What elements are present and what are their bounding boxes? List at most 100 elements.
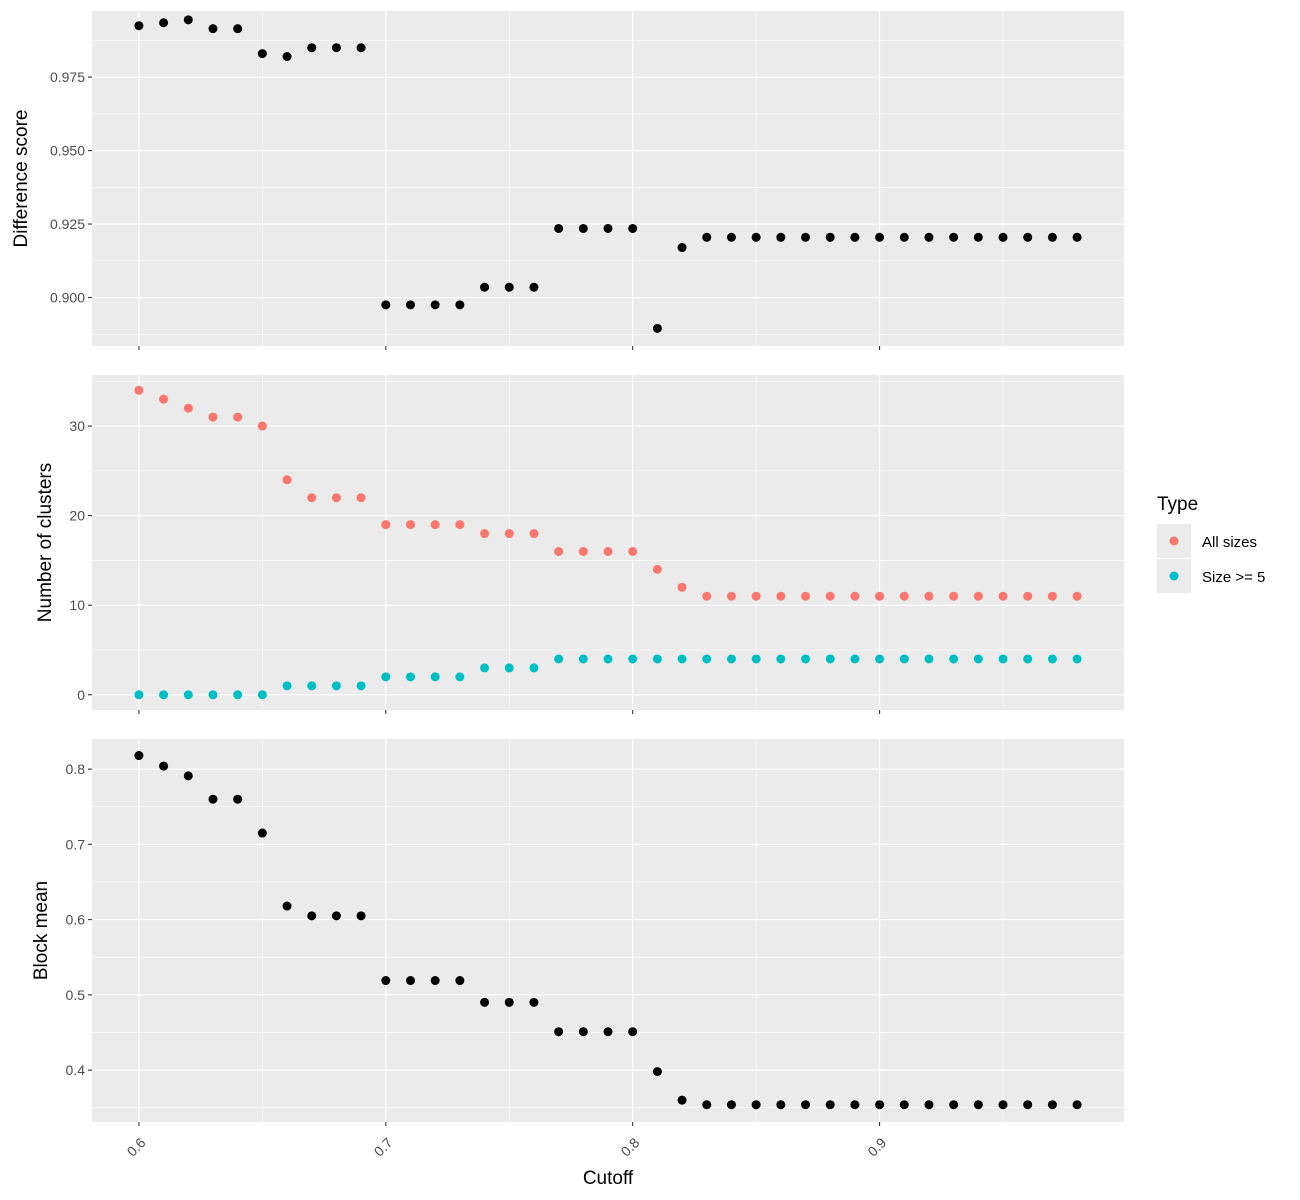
data-point xyxy=(1047,591,1057,601)
data-point xyxy=(331,681,341,691)
data-point xyxy=(331,493,341,503)
data-point xyxy=(480,282,490,292)
data-point xyxy=(998,232,1008,242)
data-point xyxy=(529,282,539,292)
data-point xyxy=(257,690,267,700)
series-values xyxy=(134,751,1082,1110)
data-point xyxy=(233,690,243,700)
legend: Type All sizes Size >= 5 xyxy=(1157,494,1265,593)
legend-label-size-ge-5: Size >= 5 xyxy=(1202,569,1265,586)
data-point xyxy=(159,690,169,700)
data-point xyxy=(578,654,588,664)
data-point xyxy=(282,681,292,691)
y-tick-label: 0.5 xyxy=(66,987,86,1003)
data-point xyxy=(257,421,267,431)
data-point xyxy=(875,232,885,242)
data-point xyxy=(134,385,144,395)
data-point xyxy=(233,24,243,34)
data-point xyxy=(924,232,934,242)
legend-key-all-sizes xyxy=(1169,536,1179,546)
data-point xyxy=(825,232,835,242)
data-point xyxy=(1047,232,1057,242)
legend-label-all-sizes: All sizes xyxy=(1202,534,1257,551)
y-tick-label: 0.975 xyxy=(50,69,85,85)
data-point xyxy=(257,828,267,838)
y-axis-title: Number of clusters xyxy=(35,463,56,622)
y-tick-label: 10 xyxy=(69,597,85,613)
y-tick-label: 30 xyxy=(69,418,85,434)
data-point xyxy=(603,1027,613,1037)
data-point xyxy=(726,591,736,601)
data-point xyxy=(825,654,835,664)
data-point xyxy=(381,976,391,986)
data-point xyxy=(1072,654,1082,664)
y-tick-label: 0.950 xyxy=(50,143,85,159)
data-point xyxy=(677,1095,687,1105)
data-point xyxy=(726,1100,736,1110)
data-point xyxy=(430,520,440,530)
data-point xyxy=(159,394,169,404)
y-tick-label: 0.7 xyxy=(66,836,86,852)
data-point xyxy=(381,672,391,682)
data-point xyxy=(973,591,983,601)
data-point xyxy=(801,232,811,242)
data-point xyxy=(529,997,539,1007)
data-point xyxy=(628,223,638,233)
series-values xyxy=(134,15,1082,333)
data-point xyxy=(356,681,366,691)
data-point xyxy=(603,223,613,233)
data-point xyxy=(480,663,490,673)
data-point xyxy=(282,475,292,485)
data-point xyxy=(801,654,811,664)
data-point xyxy=(1072,591,1082,601)
data-point xyxy=(628,654,638,664)
data-point xyxy=(208,794,218,804)
data-point xyxy=(159,761,169,771)
data-point xyxy=(850,591,860,601)
data-point xyxy=(875,1100,885,1110)
x-axis: 0.6 0.7 0.8 0.9 xyxy=(124,1134,890,1159)
data-point xyxy=(356,43,366,53)
data-point xyxy=(307,43,317,53)
data-point xyxy=(208,412,218,422)
data-point xyxy=(702,654,712,664)
data-point xyxy=(850,232,860,242)
data-point xyxy=(554,1027,564,1037)
y-tick-label: 0 xyxy=(77,687,85,703)
data-point xyxy=(554,546,564,556)
data-point xyxy=(257,49,267,59)
data-point xyxy=(850,654,860,664)
data-point xyxy=(1047,1100,1057,1110)
data-point xyxy=(134,21,144,31)
data-point xyxy=(628,546,638,556)
data-point xyxy=(356,911,366,921)
data-point xyxy=(183,403,193,413)
data-point xyxy=(307,681,317,691)
data-point xyxy=(504,663,514,673)
data-point xyxy=(998,654,1008,664)
data-point xyxy=(899,232,909,242)
y-tick-label: 0.925 xyxy=(50,216,85,232)
chart-panels: 0.900 0.925 0.950 0.975 Difference score 0 10 2… xyxy=(11,11,1124,1126)
data-point xyxy=(233,412,243,422)
data-point xyxy=(924,591,934,601)
data-point xyxy=(159,18,169,28)
data-point xyxy=(751,591,761,601)
data-point xyxy=(381,520,391,530)
data-point xyxy=(430,976,440,986)
x-tick-label: 0.7 xyxy=(370,1134,395,1159)
legend-key-size-ge-5 xyxy=(1169,571,1179,581)
data-point xyxy=(331,43,341,53)
data-point xyxy=(307,911,317,921)
y-tick-label: 0.4 xyxy=(66,1062,86,1078)
legend-title: Type xyxy=(1157,494,1198,515)
data-point xyxy=(825,591,835,601)
data-point xyxy=(751,654,761,664)
data-point xyxy=(899,591,909,601)
data-point xyxy=(603,654,613,664)
data-point xyxy=(480,997,490,1007)
data-point xyxy=(973,1100,983,1110)
data-point xyxy=(430,672,440,682)
data-point xyxy=(504,529,514,539)
